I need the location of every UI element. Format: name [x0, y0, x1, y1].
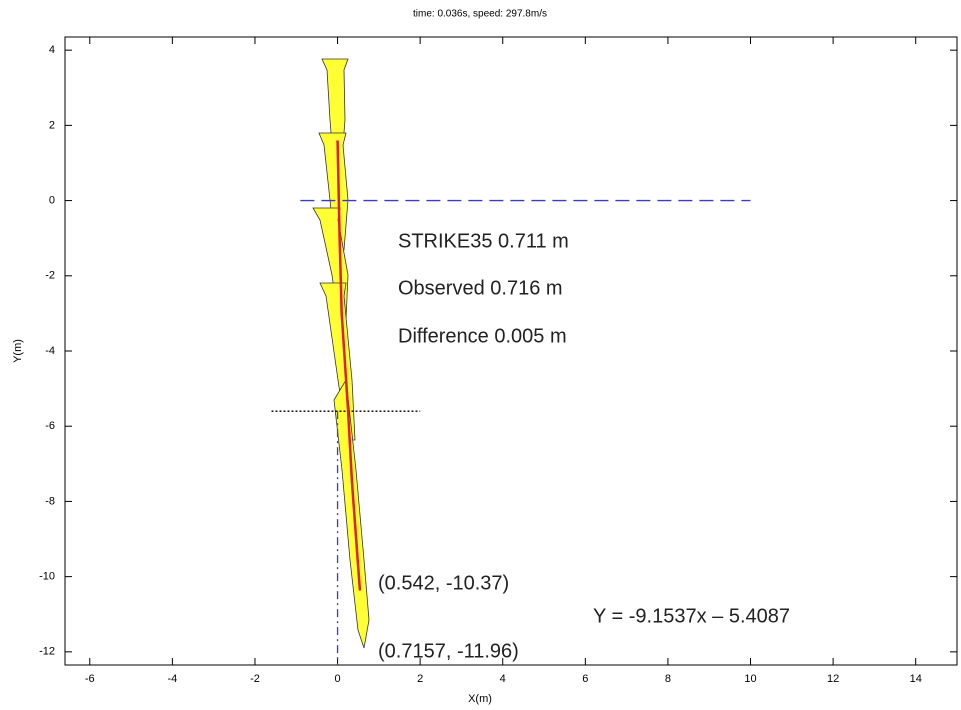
- annotation: (0.542, -10.37): [378, 572, 509, 594]
- annotation: Y = -9.1537x – 5.4087: [593, 605, 790, 627]
- x-axis-label: X(m): [468, 693, 492, 705]
- x-tick-label: 10: [744, 673, 756, 685]
- y-tick-label: 0: [49, 194, 55, 206]
- y-tick-label: 4: [49, 44, 55, 56]
- y-tick-label: -6: [45, 420, 55, 432]
- y-tick-label: -2: [45, 270, 55, 282]
- y-tick-label: -12: [39, 646, 55, 658]
- chart-title: time: 0.036s, speed: 297.8m/s: [413, 9, 547, 20]
- x-tick-label: 4: [500, 673, 506, 685]
- data-line: [336, 140, 362, 591]
- y-tick-label: -8: [45, 495, 55, 507]
- x-tick-label: 14: [910, 673, 922, 685]
- x-tick-label: 0: [334, 673, 340, 685]
- x-tick-label: -2: [250, 673, 260, 685]
- x-tick-label: 2: [417, 673, 423, 685]
- y-tick-label: 2: [49, 119, 55, 131]
- x-tick-label: 8: [665, 673, 671, 685]
- y-tick-label: -4: [45, 345, 55, 357]
- plot-frame: [64, 36, 958, 666]
- y-axis-label: Y(m): [12, 339, 24, 363]
- annotation: STRIKE35 0.711 m: [398, 230, 569, 252]
- x-tick-label: 12: [827, 673, 839, 685]
- x-tick-label: 6: [582, 673, 588, 685]
- x-tick-label: -6: [85, 673, 95, 685]
- annotation: Observed 0.716 m: [398, 277, 563, 299]
- x-tick-label: -4: [167, 673, 177, 685]
- projectile: [318, 132, 349, 251]
- y-tick-label: -10: [39, 571, 55, 583]
- annotation: (0.7157, -11.96): [378, 640, 519, 662]
- annotation: Difference 0.005 m: [398, 325, 567, 347]
